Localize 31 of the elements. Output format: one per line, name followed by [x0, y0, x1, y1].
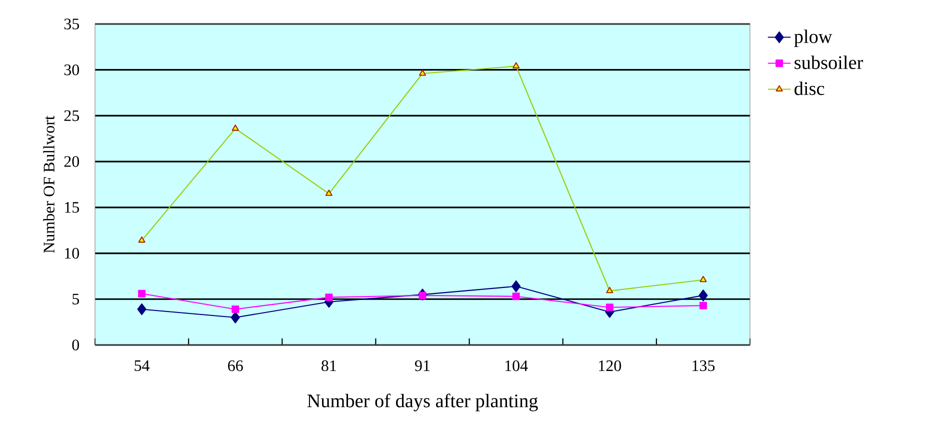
y-tick-label: 10	[65, 248, 80, 259]
point	[698, 290, 708, 302]
x-tick-label: 120	[599, 360, 622, 372]
y-tick-label: 30	[64, 64, 80, 76]
point	[137, 303, 146, 316]
x-tick-label: 91	[415, 360, 430, 372]
point	[512, 292, 520, 300]
y-tick-label: 15	[65, 202, 80, 213]
x-tick-label: 81	[322, 360, 336, 372]
x-axis-title: Number of days after planting	[307, 394, 538, 412]
x-tick-label: 66	[228, 360, 243, 372]
x-tick-label: 54	[134, 360, 150, 372]
x-tick-label: 104	[505, 360, 528, 372]
point	[699, 302, 707, 310]
point	[325, 294, 333, 302]
y-tick-label: 20	[64, 156, 80, 167]
legend-label: subsoiler	[794, 56, 864, 70]
y-tick-label: 35	[64, 18, 80, 30]
y-axis-title: Number OF Bullwort	[43, 116, 54, 253]
point	[606, 304, 614, 312]
y-tick-label: 5	[72, 294, 80, 304]
x-tick-label: 135	[692, 360, 715, 372]
point	[230, 312, 240, 324]
point	[232, 305, 240, 313]
legend-label: disc	[794, 82, 824, 96]
point	[138, 290, 146, 298]
y-tick-label: 0	[72, 340, 80, 350]
y-tick-label: 25	[64, 110, 80, 122]
point	[512, 280, 521, 292]
legend-label: plow	[794, 30, 832, 47]
point	[418, 292, 426, 300]
